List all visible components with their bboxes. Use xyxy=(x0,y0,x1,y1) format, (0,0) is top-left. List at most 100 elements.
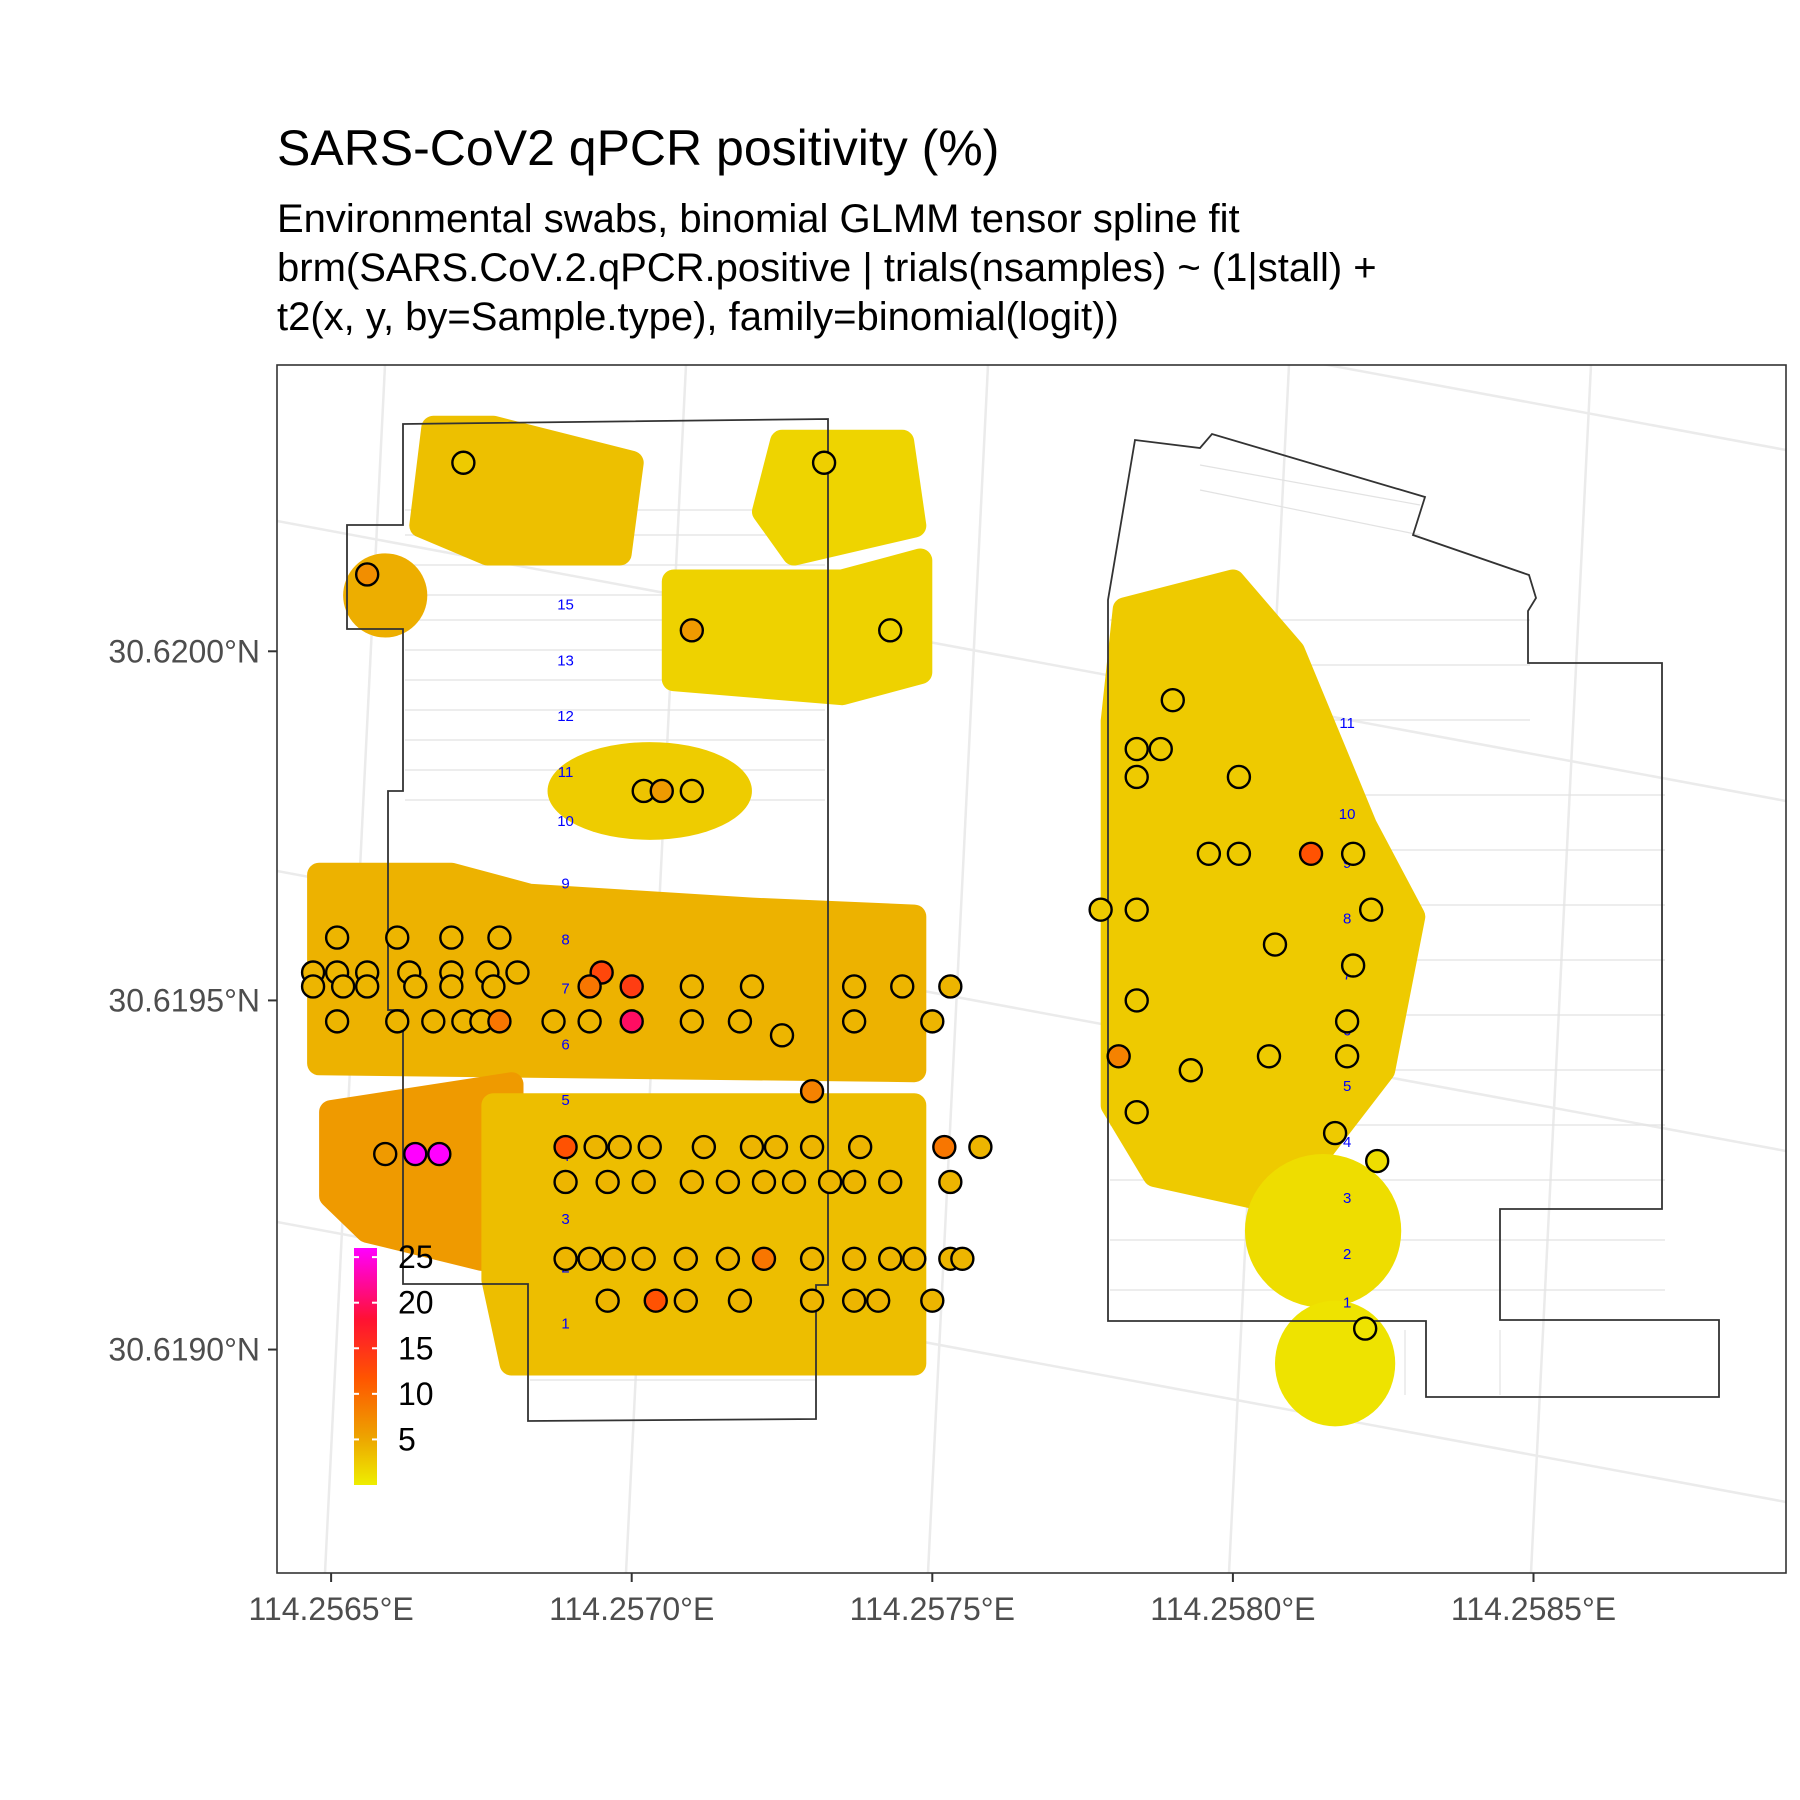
row-label: 3 xyxy=(561,1211,569,1228)
sample-point xyxy=(799,1134,825,1160)
sample-point xyxy=(553,1169,578,1195)
sample-point xyxy=(841,1246,867,1271)
colorbar xyxy=(354,1248,377,1485)
row-label: 8 xyxy=(1343,911,1351,928)
sample-point xyxy=(1334,1044,1360,1069)
sample-point xyxy=(1124,988,1149,1013)
sample-point xyxy=(577,1246,602,1271)
colorbar-ticks: 5 10 15 20 25 xyxy=(354,1239,434,1457)
sample-point xyxy=(739,974,765,999)
sample-point xyxy=(865,1288,891,1313)
fit-region xyxy=(409,415,644,566)
y-axis-tick-label: 30.6195°N xyxy=(108,982,260,1018)
sample-point xyxy=(727,1009,753,1034)
row-label: 13 xyxy=(557,652,574,669)
row-label: 1 xyxy=(561,1316,569,1333)
sample-point xyxy=(649,778,674,804)
chart-subtitle-line-3: t2(x, y, by=Sample.type), family=binomia… xyxy=(277,295,1119,339)
row-label: 1 xyxy=(1343,1295,1351,1312)
sample-point xyxy=(1364,1148,1390,1174)
sample-point xyxy=(619,1009,644,1034)
sample-point xyxy=(354,562,380,587)
colorbar-tick-label: 5 xyxy=(398,1421,416,1457)
panel-border xyxy=(276,364,1787,1574)
sample-point xyxy=(1226,841,1252,866)
sample-point xyxy=(451,450,476,475)
y-axis-tick-label: 30.6200°N xyxy=(108,633,260,669)
sample-point xyxy=(300,974,326,999)
fit-region xyxy=(1100,569,1426,1215)
sample-points xyxy=(300,450,1390,1341)
row-label: 10 xyxy=(1339,806,1356,823)
row-label: 11 xyxy=(1339,715,1355,732)
row-label: 9 xyxy=(561,876,569,893)
sample-point xyxy=(601,1246,626,1271)
sample-point xyxy=(439,974,464,999)
sample-point xyxy=(1196,841,1222,866)
sample-point xyxy=(841,1169,867,1195)
sample-point xyxy=(427,1141,452,1167)
sample-point xyxy=(938,1169,963,1195)
sample-point xyxy=(715,1246,741,1271)
sample-point xyxy=(938,974,963,999)
sample-point xyxy=(1124,764,1149,790)
sample-point xyxy=(553,1246,578,1271)
graticule-lat-line xyxy=(277,519,1786,803)
graticule-lon-line xyxy=(926,365,990,1573)
sample-point xyxy=(890,974,915,999)
sample-point xyxy=(631,1246,656,1271)
sample-point xyxy=(679,1169,705,1195)
row-label: 5 xyxy=(1343,1078,1351,1095)
y-axis-tick-label: 30.6190°N xyxy=(108,1332,260,1368)
fit-region xyxy=(1274,1300,1396,1427)
sample-point xyxy=(1106,1044,1131,1069)
sample-point xyxy=(902,1246,927,1271)
sample-point xyxy=(324,1009,350,1034)
building-outlines xyxy=(346,418,1720,1422)
x-axis-tick-label: 114.2585°E xyxy=(1451,1591,1616,1627)
sample-point xyxy=(541,1009,566,1034)
sample-point xyxy=(847,1134,873,1160)
fit-region xyxy=(661,548,933,706)
sample-point xyxy=(679,974,705,999)
east-market-outline xyxy=(1107,432,1720,1398)
sample-point xyxy=(799,1246,825,1271)
chart-subtitle-line-2: brm(SARS.CoV.2.qPCR.positive | trials(ns… xyxy=(277,246,1377,290)
sample-point xyxy=(1334,1009,1360,1034)
sample-point xyxy=(1340,953,1366,978)
sample-point xyxy=(487,1009,512,1034)
sample-point xyxy=(679,778,705,804)
row-label: 4 xyxy=(1343,1134,1351,1151)
sample-point xyxy=(403,1141,428,1167)
sample-point xyxy=(841,974,867,999)
sample-point xyxy=(1178,1058,1204,1083)
x-axis-tick-label: 114.2580°E xyxy=(1150,1591,1315,1627)
y-axis: 30.6190°N 30.6195°N 30.6200°N xyxy=(108,633,277,1368)
sample-point xyxy=(330,974,356,999)
sample-point xyxy=(1124,1099,1149,1125)
sample-point xyxy=(487,925,512,950)
colorbar-tick-label: 15 xyxy=(398,1330,434,1366)
sample-point xyxy=(577,1009,602,1034)
sample-point xyxy=(727,1288,753,1313)
graticule-lon-line xyxy=(1529,365,1593,1573)
sample-point xyxy=(932,1134,957,1160)
sample-point xyxy=(577,974,602,999)
sample-point xyxy=(751,1246,777,1271)
sample-point xyxy=(421,1009,446,1034)
sample-point xyxy=(968,1134,993,1160)
sample-point xyxy=(920,1288,945,1313)
sample-point xyxy=(878,618,903,643)
west-market-outline xyxy=(346,418,829,1422)
sample-point xyxy=(385,1009,410,1034)
row-label: 5 xyxy=(561,1092,569,1109)
sample-point xyxy=(715,1169,741,1195)
sample-point xyxy=(373,1141,398,1167)
x-axis-tick-label: 114.2565°E xyxy=(248,1591,413,1627)
graticule-lat-line xyxy=(1321,365,1786,452)
sample-point xyxy=(1358,897,1384,922)
row-label: 7 xyxy=(561,980,569,997)
sample-point xyxy=(878,1246,903,1271)
sample-point xyxy=(1124,897,1149,922)
